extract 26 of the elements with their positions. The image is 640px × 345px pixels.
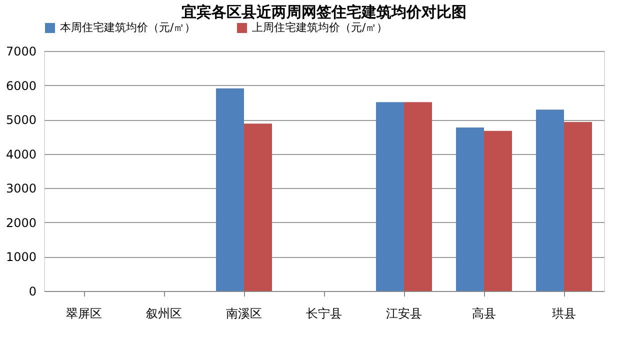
x-tick-label: 叙州区 [146, 306, 182, 320]
bar [404, 102, 432, 291]
x-tick-label: 高县 [472, 306, 496, 320]
y-tick-label: 0 [28, 284, 36, 298]
bar [484, 130, 512, 291]
x-tick-label: 长宁县 [306, 306, 342, 320]
legend-label: 上周住宅建筑均价（元/㎡） [252, 21, 388, 34]
bar [536, 110, 564, 291]
y-tick-label: 7000 [6, 44, 36, 58]
bar [456, 127, 484, 291]
bar [564, 122, 592, 291]
x-tick-label: 珙县 [552, 306, 576, 320]
y-tick-label: 4000 [6, 147, 36, 162]
legend-label: 本周住宅建筑均价（元/㎡） [60, 21, 196, 34]
y-tick-label: 2000 [6, 216, 36, 230]
bar [376, 102, 404, 291]
x-tick-label: 南溪区 [226, 306, 262, 320]
y-tick-label: 3000 [6, 182, 36, 196]
y-tick-label: 1000 [6, 250, 36, 264]
y-tick-label: 6000 [6, 78, 36, 93]
y-tick-label: 5000 [6, 113, 36, 128]
bar [216, 88, 244, 291]
bar [244, 124, 272, 291]
x-tick-label: 江安县 [386, 306, 422, 320]
chart-title: 宜宾各区县近两周网签住宅建筑均价对比图 [182, 3, 466, 21]
x-tick-label: 翠屏区 [66, 306, 102, 320]
